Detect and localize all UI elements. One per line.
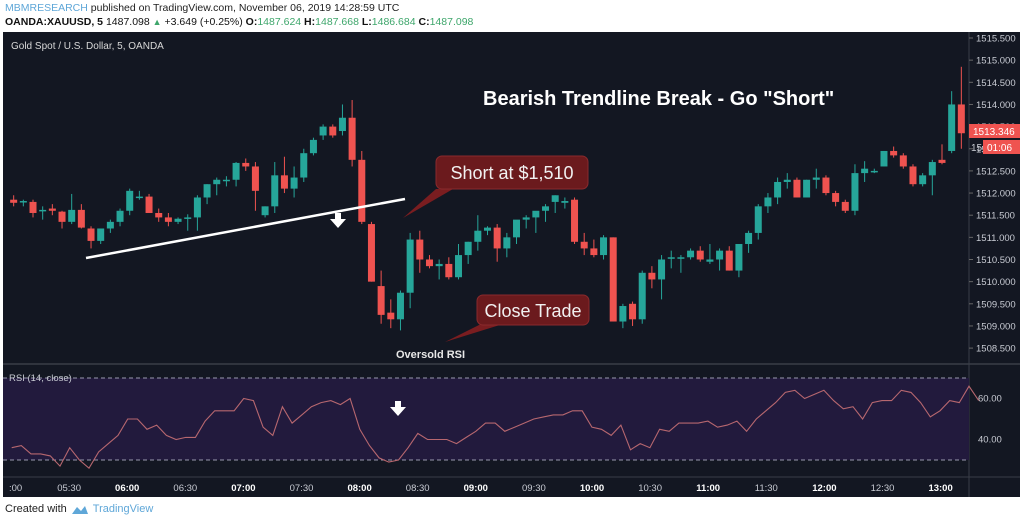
callout-close: Close Trade bbox=[445, 294, 590, 342]
open-value: 1487.624 bbox=[257, 16, 302, 28]
svg-text:1510.000: 1510.000 bbox=[976, 277, 1016, 288]
published-text: published on TradingView.com, November 0… bbox=[87, 2, 400, 14]
svg-text:11:30: 11:30 bbox=[755, 483, 778, 494]
symbol-label: Gold Spot / U.S. Dollar, 5, OANDA bbox=[11, 41, 164, 52]
svg-text:1510.500: 1510.500 bbox=[976, 255, 1016, 266]
svg-text:09:00: 09:00 bbox=[464, 483, 488, 494]
last-price: 1487.098 bbox=[105, 16, 150, 28]
svg-text:1512.500: 1512.500 bbox=[976, 166, 1016, 177]
high-label: H: bbox=[304, 16, 316, 28]
svg-text:1514.000: 1514.000 bbox=[976, 100, 1016, 111]
svg-text:12:00: 12:00 bbox=[812, 483, 836, 494]
last-price-tag: 1513.346 bbox=[969, 124, 1020, 138]
close-label: C: bbox=[418, 16, 430, 28]
svg-text:08:00: 08:00 bbox=[347, 483, 371, 494]
chart-canvas[interactable]: 1515.5001515.0001514.5001514.0001513.500… bbox=[3, 32, 1020, 497]
trendline[interactable] bbox=[85, 197, 406, 260]
time-axis[interactable]: :00 05:30 06:00 06:30 07:00 07:30 08:00 08:30 09… bbox=[9, 483, 953, 494]
svg-text:10:00: 10:00 bbox=[580, 483, 604, 494]
symbol-quote: OANDA:XAUUSD, 5 1487.098 ▲ +3.649 (+0.25… bbox=[5, 16, 473, 28]
svg-text:07:00: 07:00 bbox=[231, 483, 255, 494]
svg-text:13:00: 13:00 bbox=[928, 483, 952, 494]
down-arrow-icon bbox=[330, 213, 346, 228]
svg-text:08:30: 08:30 bbox=[406, 483, 430, 494]
svg-text:1511.500: 1511.500 bbox=[976, 211, 1015, 222]
close-value: 1487.098 bbox=[429, 16, 474, 28]
svg-text:11:00: 11:00 bbox=[696, 483, 720, 494]
publisher-link[interactable]: MBMRESEARCH bbox=[5, 2, 88, 14]
countdown-prefix: 15 bbox=[971, 143, 983, 154]
rsi-line bbox=[11, 385, 980, 470]
candles bbox=[10, 66, 965, 331]
svg-text:1513.346: 1513.346 bbox=[973, 127, 1015, 138]
svg-text:1509.500: 1509.500 bbox=[976, 299, 1016, 310]
svg-text:1515.500: 1515.500 bbox=[976, 34, 1016, 45]
footer: Created with TradingView bbox=[5, 503, 153, 515]
svg-text:1511.000: 1511.000 bbox=[976, 233, 1015, 244]
oversold-label: Oversold RSI bbox=[396, 349, 465, 361]
svg-text:01:06: 01:06 bbox=[987, 143, 1012, 154]
svg-text:40.00: 40.00 bbox=[978, 435, 1002, 446]
price-axis[interactable]: 1515.5001515.0001514.5001514.0001513.500… bbox=[969, 34, 1016, 446]
countdown-tag: 01:06 bbox=[983, 140, 1020, 154]
tradingview-logo-icon bbox=[71, 505, 88, 514]
rsi-band bbox=[3, 378, 969, 460]
svg-text:1509.000: 1509.000 bbox=[976, 321, 1016, 332]
open-label: O: bbox=[245, 16, 258, 28]
callout-short-text: Short at $1,510 bbox=[450, 163, 573, 183]
rsi-label: RSI (14, close) bbox=[9, 373, 72, 384]
low-value: 1486.684 bbox=[371, 16, 416, 28]
high-value: 1487.668 bbox=[315, 16, 359, 28]
svg-text:05:30: 05:30 bbox=[57, 483, 81, 494]
chart-title: Bearish Trendline Break - Go "Short" bbox=[483, 88, 834, 110]
svg-text:1508.500: 1508.500 bbox=[976, 344, 1016, 355]
svg-text::00: :00 bbox=[9, 483, 22, 494]
svg-text:1515.000: 1515.000 bbox=[976, 56, 1016, 67]
svg-text:60.00: 60.00 bbox=[978, 394, 1002, 405]
symbol: OANDA:XAUUSD, 5 bbox=[5, 16, 104, 28]
svg-text:1514.500: 1514.500 bbox=[976, 78, 1016, 89]
low-label: L: bbox=[361, 16, 372, 28]
callout-close-text: Close Trade bbox=[484, 301, 581, 321]
callout-short: Short at $1,510 bbox=[403, 155, 589, 218]
svg-text:06:00: 06:00 bbox=[115, 483, 139, 494]
svg-text:07:30: 07:30 bbox=[290, 483, 314, 494]
publish-info: MBMRESEARCH published on TradingView.com… bbox=[5, 2, 399, 14]
svg-text:06:30: 06:30 bbox=[173, 483, 197, 494]
rsi-down-arrow-icon bbox=[390, 401, 406, 416]
up-triangle-icon: ▲ bbox=[152, 17, 162, 27]
chart-frame[interactable]: 1515.5001515.0001514.5001514.0001513.500… bbox=[3, 32, 1020, 497]
created-with-text: Created with bbox=[5, 503, 67, 515]
change: +3.649 (+0.25%) bbox=[164, 16, 243, 28]
svg-text:12:30: 12:30 bbox=[871, 483, 895, 494]
tradingview-link[interactable]: TradingView bbox=[92, 503, 154, 515]
svg-text:10:30: 10:30 bbox=[638, 483, 662, 494]
svg-text:1512.000: 1512.000 bbox=[976, 189, 1016, 200]
svg-text:09:30: 09:30 bbox=[522, 483, 546, 494]
